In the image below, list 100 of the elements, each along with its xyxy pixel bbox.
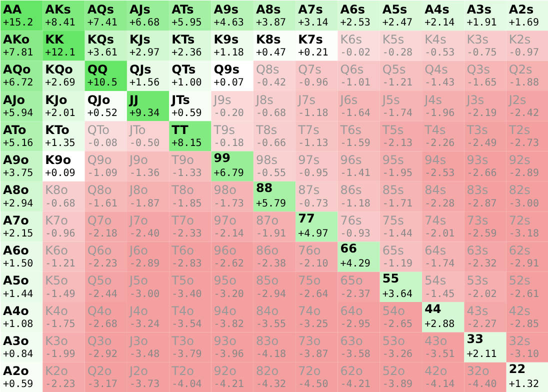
data-label: -1.41 bbox=[340, 168, 370, 180]
data-label: -0.18 bbox=[214, 138, 244, 149]
annotation: 84o bbox=[256, 304, 279, 318]
annotation: A4s bbox=[424, 2, 450, 16]
annotation: A7s bbox=[298, 2, 323, 16]
data-label: -2.92 bbox=[87, 349, 118, 360]
data-label: -0.28 bbox=[382, 48, 413, 59]
annotation: J8s bbox=[254, 92, 274, 107]
data-label: -2.87 bbox=[466, 198, 497, 210]
annotation: Q5o bbox=[87, 274, 112, 288]
annotation: T2o bbox=[170, 364, 194, 378]
annotation: 65s bbox=[382, 244, 404, 258]
annotation: T9s bbox=[212, 122, 236, 137]
data-label: +2.47 bbox=[382, 17, 413, 28]
annotation: A5s bbox=[382, 2, 408, 16]
annotation: 54o bbox=[382, 304, 406, 318]
annotation: QJo bbox=[87, 92, 110, 107]
data-label: -2.26 bbox=[424, 138, 455, 149]
data-label: -3.51 bbox=[424, 349, 455, 360]
annotation: Q2s bbox=[508, 62, 532, 77]
data-label: +12.1 bbox=[45, 48, 76, 59]
data-label: +1.08 bbox=[3, 318, 34, 330]
data-label: -0.68 bbox=[256, 108, 286, 119]
annotation: 66 bbox=[340, 242, 357, 256]
annotation: 83s bbox=[466, 183, 488, 198]
annotation: Q3o bbox=[87, 334, 112, 348]
data-label: +0.59 bbox=[172, 108, 202, 119]
annotation: K5s bbox=[382, 32, 404, 46]
annotation: K7s bbox=[298, 32, 323, 46]
data-label: +4.63 bbox=[214, 17, 244, 28]
data-label: -3.55 bbox=[256, 318, 286, 330]
annotation: KJs bbox=[129, 32, 150, 46]
data-label: +1.00 bbox=[172, 78, 202, 89]
annotation: 54s bbox=[424, 274, 446, 288]
annotation: 53s bbox=[466, 274, 488, 288]
annotation: 75o bbox=[298, 274, 321, 288]
annotation: Q5s bbox=[382, 62, 406, 77]
data-label: -4.40 bbox=[466, 379, 497, 390]
data-label: -1.99 bbox=[45, 349, 76, 360]
data-label: -2.10 bbox=[298, 258, 328, 270]
data-label: -3.10 bbox=[508, 349, 539, 360]
annotation: J7o bbox=[128, 213, 148, 228]
annotation: K8s bbox=[256, 32, 281, 46]
annotation: K6s bbox=[340, 32, 362, 46]
annotation: A7o bbox=[3, 213, 29, 228]
annotation: AJo bbox=[3, 92, 26, 107]
annotation: AQo bbox=[3, 62, 31, 77]
data-label: +4.97 bbox=[298, 228, 328, 240]
annotation: AKo bbox=[3, 32, 30, 46]
data-label: -1.33 bbox=[172, 168, 202, 180]
data-label: -2.59 bbox=[466, 228, 497, 240]
annotation: A3o bbox=[3, 334, 29, 348]
annotation: 55 bbox=[382, 272, 400, 286]
data-label: -3.96 bbox=[214, 349, 244, 360]
data-label: +3.61 bbox=[87, 48, 118, 59]
annotation: 42s bbox=[508, 304, 530, 318]
data-label: -0.08 bbox=[87, 138, 118, 149]
annotation: J2s bbox=[508, 92, 526, 107]
annotation: K3o bbox=[45, 334, 68, 348]
annotation: Q4o bbox=[87, 304, 112, 318]
annotation: J4o bbox=[128, 304, 148, 318]
annotation: 62o bbox=[340, 364, 363, 378]
annotation: J4s bbox=[424, 92, 442, 107]
annotation: 52o bbox=[382, 364, 406, 378]
annotation: K8o bbox=[45, 183, 68, 198]
data-label: -3.79 bbox=[172, 349, 202, 360]
annotation: J5o bbox=[128, 274, 148, 288]
data-label: -2.19 bbox=[466, 108, 497, 119]
annotation: 97o bbox=[214, 213, 236, 228]
data-label: -1.85 bbox=[172, 198, 202, 210]
data-label: -1.73 bbox=[214, 198, 244, 210]
data-label: -4.18 bbox=[256, 349, 286, 360]
data-label: +9.34 bbox=[129, 108, 160, 119]
annotation: KJo bbox=[45, 92, 68, 107]
data-label: -1.71 bbox=[382, 198, 413, 210]
data-label: +2.15 bbox=[3, 228, 34, 240]
annotation: A5o bbox=[3, 274, 29, 288]
data-label: +1.32 bbox=[508, 379, 539, 390]
annotation: 85o bbox=[256, 274, 279, 288]
annotation: T4s bbox=[424, 122, 446, 137]
data-label: -4.50 bbox=[298, 379, 328, 390]
data-label: -2.44 bbox=[87, 288, 118, 300]
annotation: 32o bbox=[466, 364, 490, 378]
data-label: -0.73 bbox=[298, 198, 328, 210]
annotation: 42o bbox=[424, 364, 448, 378]
data-label: +10.5 bbox=[87, 78, 118, 89]
data-label: -1.91 bbox=[256, 228, 286, 240]
annotation: T8o bbox=[170, 183, 194, 198]
data-label: +0.21 bbox=[298, 48, 328, 59]
annotation: AJs bbox=[129, 2, 150, 16]
data-label: -3.00 bbox=[508, 198, 539, 210]
annotation: 65o bbox=[340, 274, 363, 288]
data-label: +2.36 bbox=[172, 48, 202, 59]
annotation: K6o bbox=[45, 244, 68, 258]
annotation: KTs bbox=[172, 32, 195, 46]
annotation: 33 bbox=[466, 332, 484, 346]
annotation: A9o bbox=[3, 153, 29, 168]
annotation: 73o bbox=[298, 334, 321, 348]
annotation: 94s bbox=[424, 153, 446, 168]
data-label: +2.97 bbox=[129, 48, 160, 59]
